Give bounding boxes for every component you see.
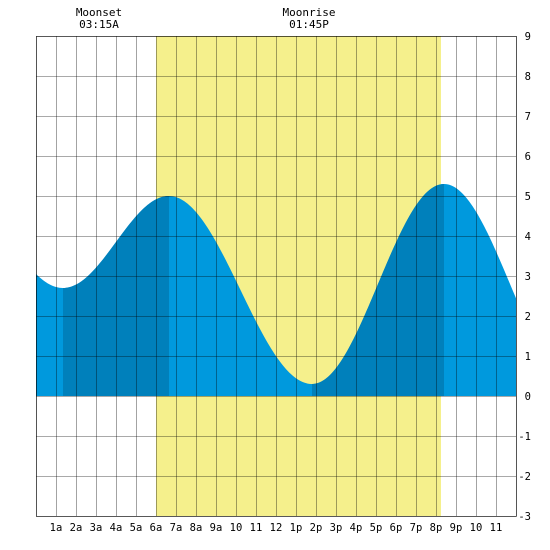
- x-tick-label: 8a: [190, 522, 203, 534]
- x-tick-label: 11: [490, 522, 503, 534]
- x-tick-label: 2p: [310, 522, 323, 534]
- tide-area-rising-1: [63, 196, 169, 396]
- x-tick-label: 4p: [350, 522, 363, 534]
- x-axis-ticks: 1a 2a 3a 4a 5a 6a 7a 8a 9a 10 11 12 1p 2p 3p 4p 5p 6p 7p 8p…: [50, 522, 503, 534]
- x-tick-label: 5a: [130, 522, 143, 534]
- x-tick-label: 10: [470, 522, 483, 534]
- y-tick-label: -1: [518, 431, 531, 443]
- moon-event-label: Moonset: [76, 6, 122, 19]
- y-tick-label: 5: [525, 191, 531, 203]
- moon-event-time: 01:45P: [289, 18, 329, 31]
- x-tick-label: 11: [250, 522, 263, 534]
- x-tick-label: 8p: [430, 522, 443, 534]
- y-tick-label: -2: [518, 471, 531, 483]
- x-tick-label: 3p: [330, 522, 343, 534]
- y-tick-label: 6: [525, 151, 531, 163]
- tide-area-rising-2: [312, 184, 444, 396]
- x-tick-label: 2a: [70, 522, 83, 534]
- grid-layer: [36, 36, 517, 517]
- y-axis-ticks: 9 8 7 6 5 4 3 2 1 0 -1 -2 -3: [518, 31, 531, 523]
- y-tick-label: 4: [525, 231, 531, 243]
- x-tick-label: 5p: [370, 522, 383, 534]
- y-tick-label: 2: [525, 311, 531, 323]
- y-tick-label: 7: [525, 111, 531, 123]
- x-tick-label: 10: [230, 522, 243, 534]
- x-tick-label: 1a: [50, 522, 63, 534]
- x-tick-label: 3a: [90, 522, 103, 534]
- y-tick-label: 3: [525, 271, 531, 283]
- x-tick-label: 6p: [390, 522, 403, 534]
- y-tick-label: 0: [525, 391, 531, 403]
- x-tick-label: 4a: [110, 522, 123, 534]
- x-tick-label: 9a: [210, 522, 223, 534]
- tide-area-layer: [36, 184, 516, 396]
- plot-border: [36, 36, 517, 517]
- y-tick-label: 1: [525, 351, 531, 363]
- y-tick-label: 9: [525, 31, 531, 43]
- x-tick-label: 9p: [450, 522, 463, 534]
- x-tick-label: 1p: [290, 522, 303, 534]
- x-tick-label: 6a: [150, 522, 163, 534]
- y-tick-label: 8: [525, 71, 531, 83]
- moon-event-label: Moonrise: [283, 6, 336, 19]
- moon-event-time: 03:15A: [79, 18, 119, 31]
- x-tick-label: 12: [270, 522, 283, 534]
- y-tick-label: -3: [518, 511, 531, 523]
- x-tick-label: 7a: [170, 522, 183, 534]
- x-tick-label: 7p: [410, 522, 423, 534]
